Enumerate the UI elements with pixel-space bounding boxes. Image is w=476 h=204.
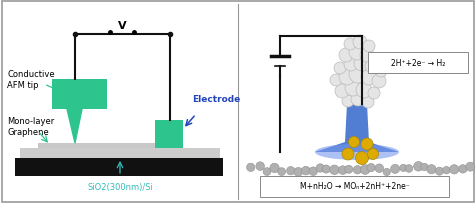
Polygon shape	[67, 110, 82, 143]
Circle shape	[391, 164, 400, 174]
Circle shape	[427, 165, 436, 174]
Bar	[38, 143, 163, 148]
Circle shape	[383, 169, 390, 176]
FancyBboxPatch shape	[368, 52, 468, 73]
Circle shape	[443, 167, 450, 174]
Circle shape	[330, 75, 342, 86]
Circle shape	[450, 165, 459, 174]
Circle shape	[247, 163, 255, 172]
Text: V: V	[118, 21, 126, 31]
Bar	[15, 158, 223, 176]
Circle shape	[361, 138, 373, 150]
Circle shape	[354, 56, 370, 72]
Circle shape	[322, 165, 330, 173]
Circle shape	[362, 96, 374, 109]
Circle shape	[287, 167, 295, 175]
Circle shape	[344, 39, 356, 51]
Circle shape	[375, 164, 384, 173]
Bar	[20, 148, 220, 158]
Circle shape	[353, 166, 362, 174]
Circle shape	[459, 165, 467, 173]
Circle shape	[339, 49, 353, 63]
Circle shape	[338, 166, 347, 175]
Circle shape	[367, 164, 375, 172]
Circle shape	[466, 162, 475, 171]
Text: Conductive
AFM tip: Conductive AFM tip	[7, 70, 55, 90]
Circle shape	[421, 163, 428, 171]
Circle shape	[339, 70, 355, 86]
Circle shape	[370, 54, 382, 66]
Text: M+nH₂O → MOₙ+2nH⁺+2ne⁻: M+nH₂O → MOₙ+2nH⁺+2ne⁻	[300, 182, 410, 191]
Ellipse shape	[315, 144, 399, 160]
Circle shape	[405, 165, 413, 172]
Circle shape	[360, 49, 374, 63]
Bar	[155, 120, 183, 148]
Circle shape	[342, 148, 354, 160]
Circle shape	[263, 168, 271, 176]
Text: SiO2(300nm)/Si: SiO2(300nm)/Si	[87, 182, 153, 191]
Circle shape	[330, 165, 339, 175]
Circle shape	[351, 93, 365, 106]
Circle shape	[353, 36, 367, 50]
Circle shape	[278, 168, 286, 176]
Circle shape	[349, 66, 367, 84]
Circle shape	[368, 88, 380, 100]
Circle shape	[360, 165, 370, 175]
Circle shape	[301, 166, 310, 175]
Circle shape	[400, 164, 407, 172]
Circle shape	[342, 95, 354, 108]
Circle shape	[335, 85, 349, 99]
PathPatch shape	[315, 104, 399, 152]
Text: Electrode: Electrode	[192, 95, 240, 104]
Circle shape	[345, 81, 361, 96]
Circle shape	[270, 163, 279, 173]
Circle shape	[356, 83, 372, 99]
Circle shape	[436, 167, 444, 175]
Circle shape	[363, 41, 375, 53]
Text: 2H⁺+2e⁻ → H₂: 2H⁺+2e⁻ → H₂	[391, 58, 445, 67]
Circle shape	[345, 165, 353, 173]
Circle shape	[334, 63, 346, 75]
Circle shape	[294, 168, 303, 176]
Circle shape	[365, 60, 379, 74]
Circle shape	[256, 162, 265, 171]
FancyBboxPatch shape	[260, 176, 449, 196]
Circle shape	[367, 149, 378, 160]
Circle shape	[348, 137, 359, 148]
Circle shape	[414, 162, 423, 171]
Circle shape	[316, 164, 325, 172]
Circle shape	[356, 152, 368, 165]
Circle shape	[375, 66, 387, 78]
Bar	[52, 80, 107, 110]
Circle shape	[349, 45, 365, 61]
Circle shape	[372, 75, 386, 89]
Text: Mono-layer
Graphene: Mono-layer Graphene	[7, 116, 54, 136]
Circle shape	[344, 58, 358, 72]
Circle shape	[309, 167, 317, 176]
Circle shape	[361, 70, 377, 86]
